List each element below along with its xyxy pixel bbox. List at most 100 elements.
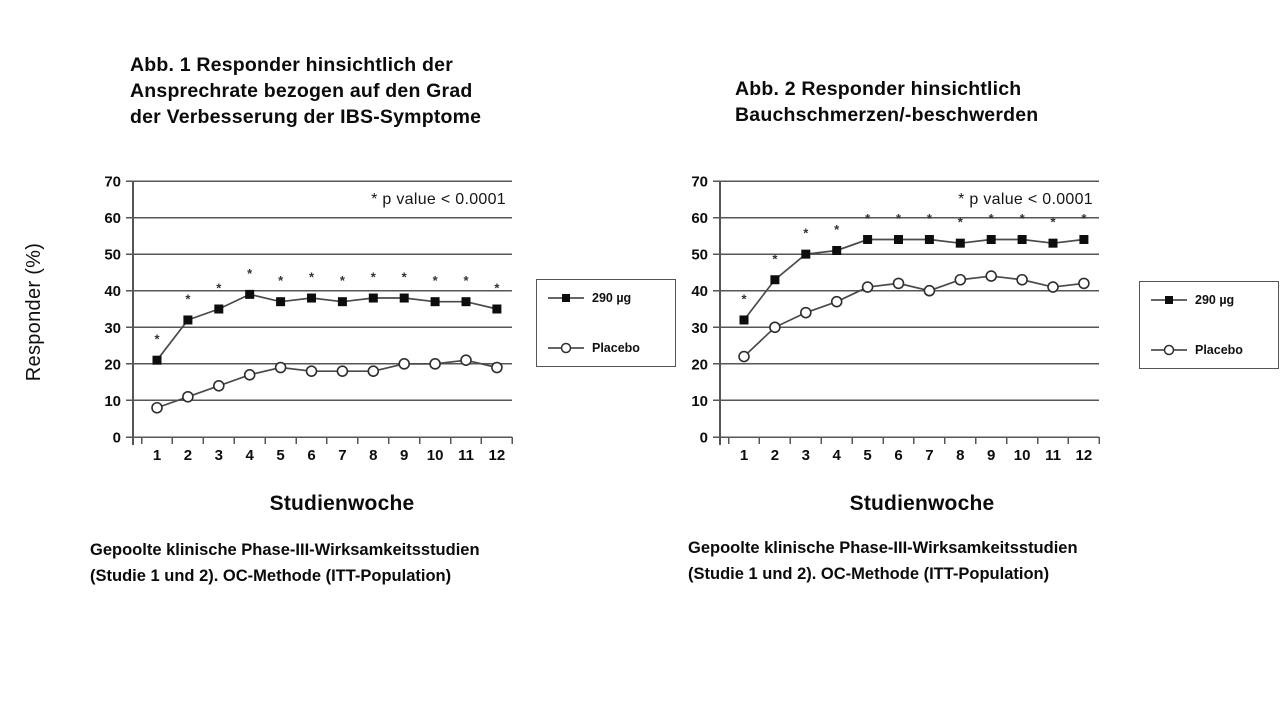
data-point-marker (368, 293, 378, 303)
data-point-marker (800, 306, 812, 319)
data-point-marker (274, 361, 287, 374)
filled-square-marker-icon (1151, 296, 1187, 304)
significance-asterisk: * (927, 211, 933, 226)
legend-row-placebo: Placebo (1150, 343, 1268, 357)
data-point-marker (152, 355, 162, 365)
data-point-marker (1017, 235, 1027, 245)
significance-asterisk: * (741, 292, 747, 307)
data-point-marker (276, 297, 286, 307)
figure-1-title: Abb. 1 Responder hinsichtlich der Anspre… (130, 54, 482, 128)
x-tick-labels: 1 2 3 4 5 6 7 8 9 10 11 12 (740, 447, 1092, 464)
figure-2-title: Abb. 2 Responder hinsichtlich Bauchschme… (735, 78, 1039, 126)
y-tick-label: 10 (691, 393, 708, 410)
svg-text:11: 11 (458, 447, 474, 464)
svg-text:8: 8 (956, 447, 964, 464)
svg-text:10: 10 (1014, 447, 1031, 464)
legend-row-placebo: Placebo (547, 341, 665, 355)
data-point-marker (245, 289, 255, 299)
series-290ug: * * * * * * * * * * * * (152, 266, 502, 365)
data-point-marker (213, 380, 225, 392)
svg-text:3: 3 (802, 447, 810, 464)
figure-1-legend: 290 µg Placebo (536, 279, 676, 367)
significance-asterisk: * (1020, 211, 1026, 226)
svg-text:9: 9 (400, 447, 408, 464)
significance-asterisk: * (772, 251, 778, 266)
significance-asterisk: * (216, 281, 222, 296)
y-tick-label: 20 (691, 356, 708, 373)
significance-asterisk: * (247, 266, 253, 281)
svg-text:6: 6 (894, 447, 902, 464)
y-tick-label: 50 (691, 247, 708, 264)
data-point-marker (182, 390, 194, 403)
data-point-marker (367, 365, 380, 377)
y-tick-label: 40 (691, 283, 708, 300)
data-point-marker (894, 235, 903, 245)
significance-asterisk: * (463, 273, 469, 288)
y-tick-label: 60 (104, 210, 121, 227)
significance-asterisk: * (865, 211, 871, 226)
svg-text:8: 8 (369, 447, 377, 464)
data-point-marker (243, 369, 256, 381)
data-point-marker (398, 358, 411, 370)
data-point-marker (1048, 238, 1058, 248)
x-axis-ticks (140, 437, 514, 444)
data-point-marker (1047, 281, 1059, 293)
legend-label-placebo: Placebo (1195, 343, 1243, 357)
legend-label-290ug: 290 µg (592, 291, 632, 305)
data-point-marker (429, 358, 441, 370)
svg-text:1: 1 (153, 447, 161, 464)
data-point-marker (1016, 273, 1028, 286)
significance-asterisk: * (340, 273, 346, 288)
data-point-marker (305, 365, 318, 377)
legend-label-290ug: 290 µg (1195, 293, 1235, 307)
filled-square-marker-icon (548, 294, 584, 302)
svg-text:7: 7 (925, 447, 933, 464)
data-point-marker (307, 293, 316, 303)
significance-asterisk: * (494, 281, 500, 296)
data-point-marker (770, 275, 780, 285)
gridlines: 0 10 20 30 40 50 60 70 (104, 174, 512, 447)
significance-asterisk: * (371, 270, 377, 285)
significance-asterisk: * (309, 270, 315, 285)
open-circle-marker-icon (1151, 344, 1187, 356)
data-point-marker (399, 293, 409, 303)
significance-asterisk: * (433, 273, 439, 288)
data-point-marker (430, 297, 440, 307)
data-point-marker (739, 315, 749, 325)
data-point-marker (832, 245, 842, 255)
data-point-marker (460, 354, 472, 366)
significance-asterisk: * (989, 211, 995, 226)
significance-asterisk: * (402, 270, 408, 285)
y-tick-label: 0 (700, 430, 708, 447)
svg-text:6: 6 (307, 447, 315, 464)
data-point-marker (892, 277, 905, 290)
data-point-marker (861, 281, 874, 293)
data-point-marker (801, 249, 811, 259)
y-tick-label: 50 (104, 247, 121, 264)
svg-text:11: 11 (1045, 447, 1061, 464)
data-point-marker (830, 295, 843, 308)
significance-asterisk: * (958, 215, 964, 230)
x-tick-labels: 1 2 3 4 5 6 7 8 9 10 11 12 (153, 447, 505, 464)
significance-asterisk: * (896, 211, 902, 226)
figure-2-legend: 290 µg Placebo (1139, 281, 1279, 369)
data-point-marker (986, 235, 996, 245)
data-point-marker (491, 361, 503, 374)
y-tick-label: 60 (691, 210, 708, 227)
figure-1-xaxis-title: Studienwoche (269, 492, 415, 515)
significance-asterisk: * (154, 332, 160, 347)
y-tick-label: 30 (104, 320, 121, 337)
data-point-marker (183, 315, 193, 325)
data-point-marker (337, 297, 347, 307)
svg-text:5: 5 (863, 447, 871, 464)
series-placebo (738, 270, 1090, 363)
data-point-marker (1078, 277, 1090, 290)
data-point-marker (738, 350, 750, 363)
series-placebo (151, 354, 503, 414)
series-290ug: * * * * * * * * * * * * (739, 211, 1089, 325)
data-point-marker (336, 365, 349, 377)
data-point-marker (863, 235, 873, 245)
svg-text:3: 3 (215, 447, 223, 464)
